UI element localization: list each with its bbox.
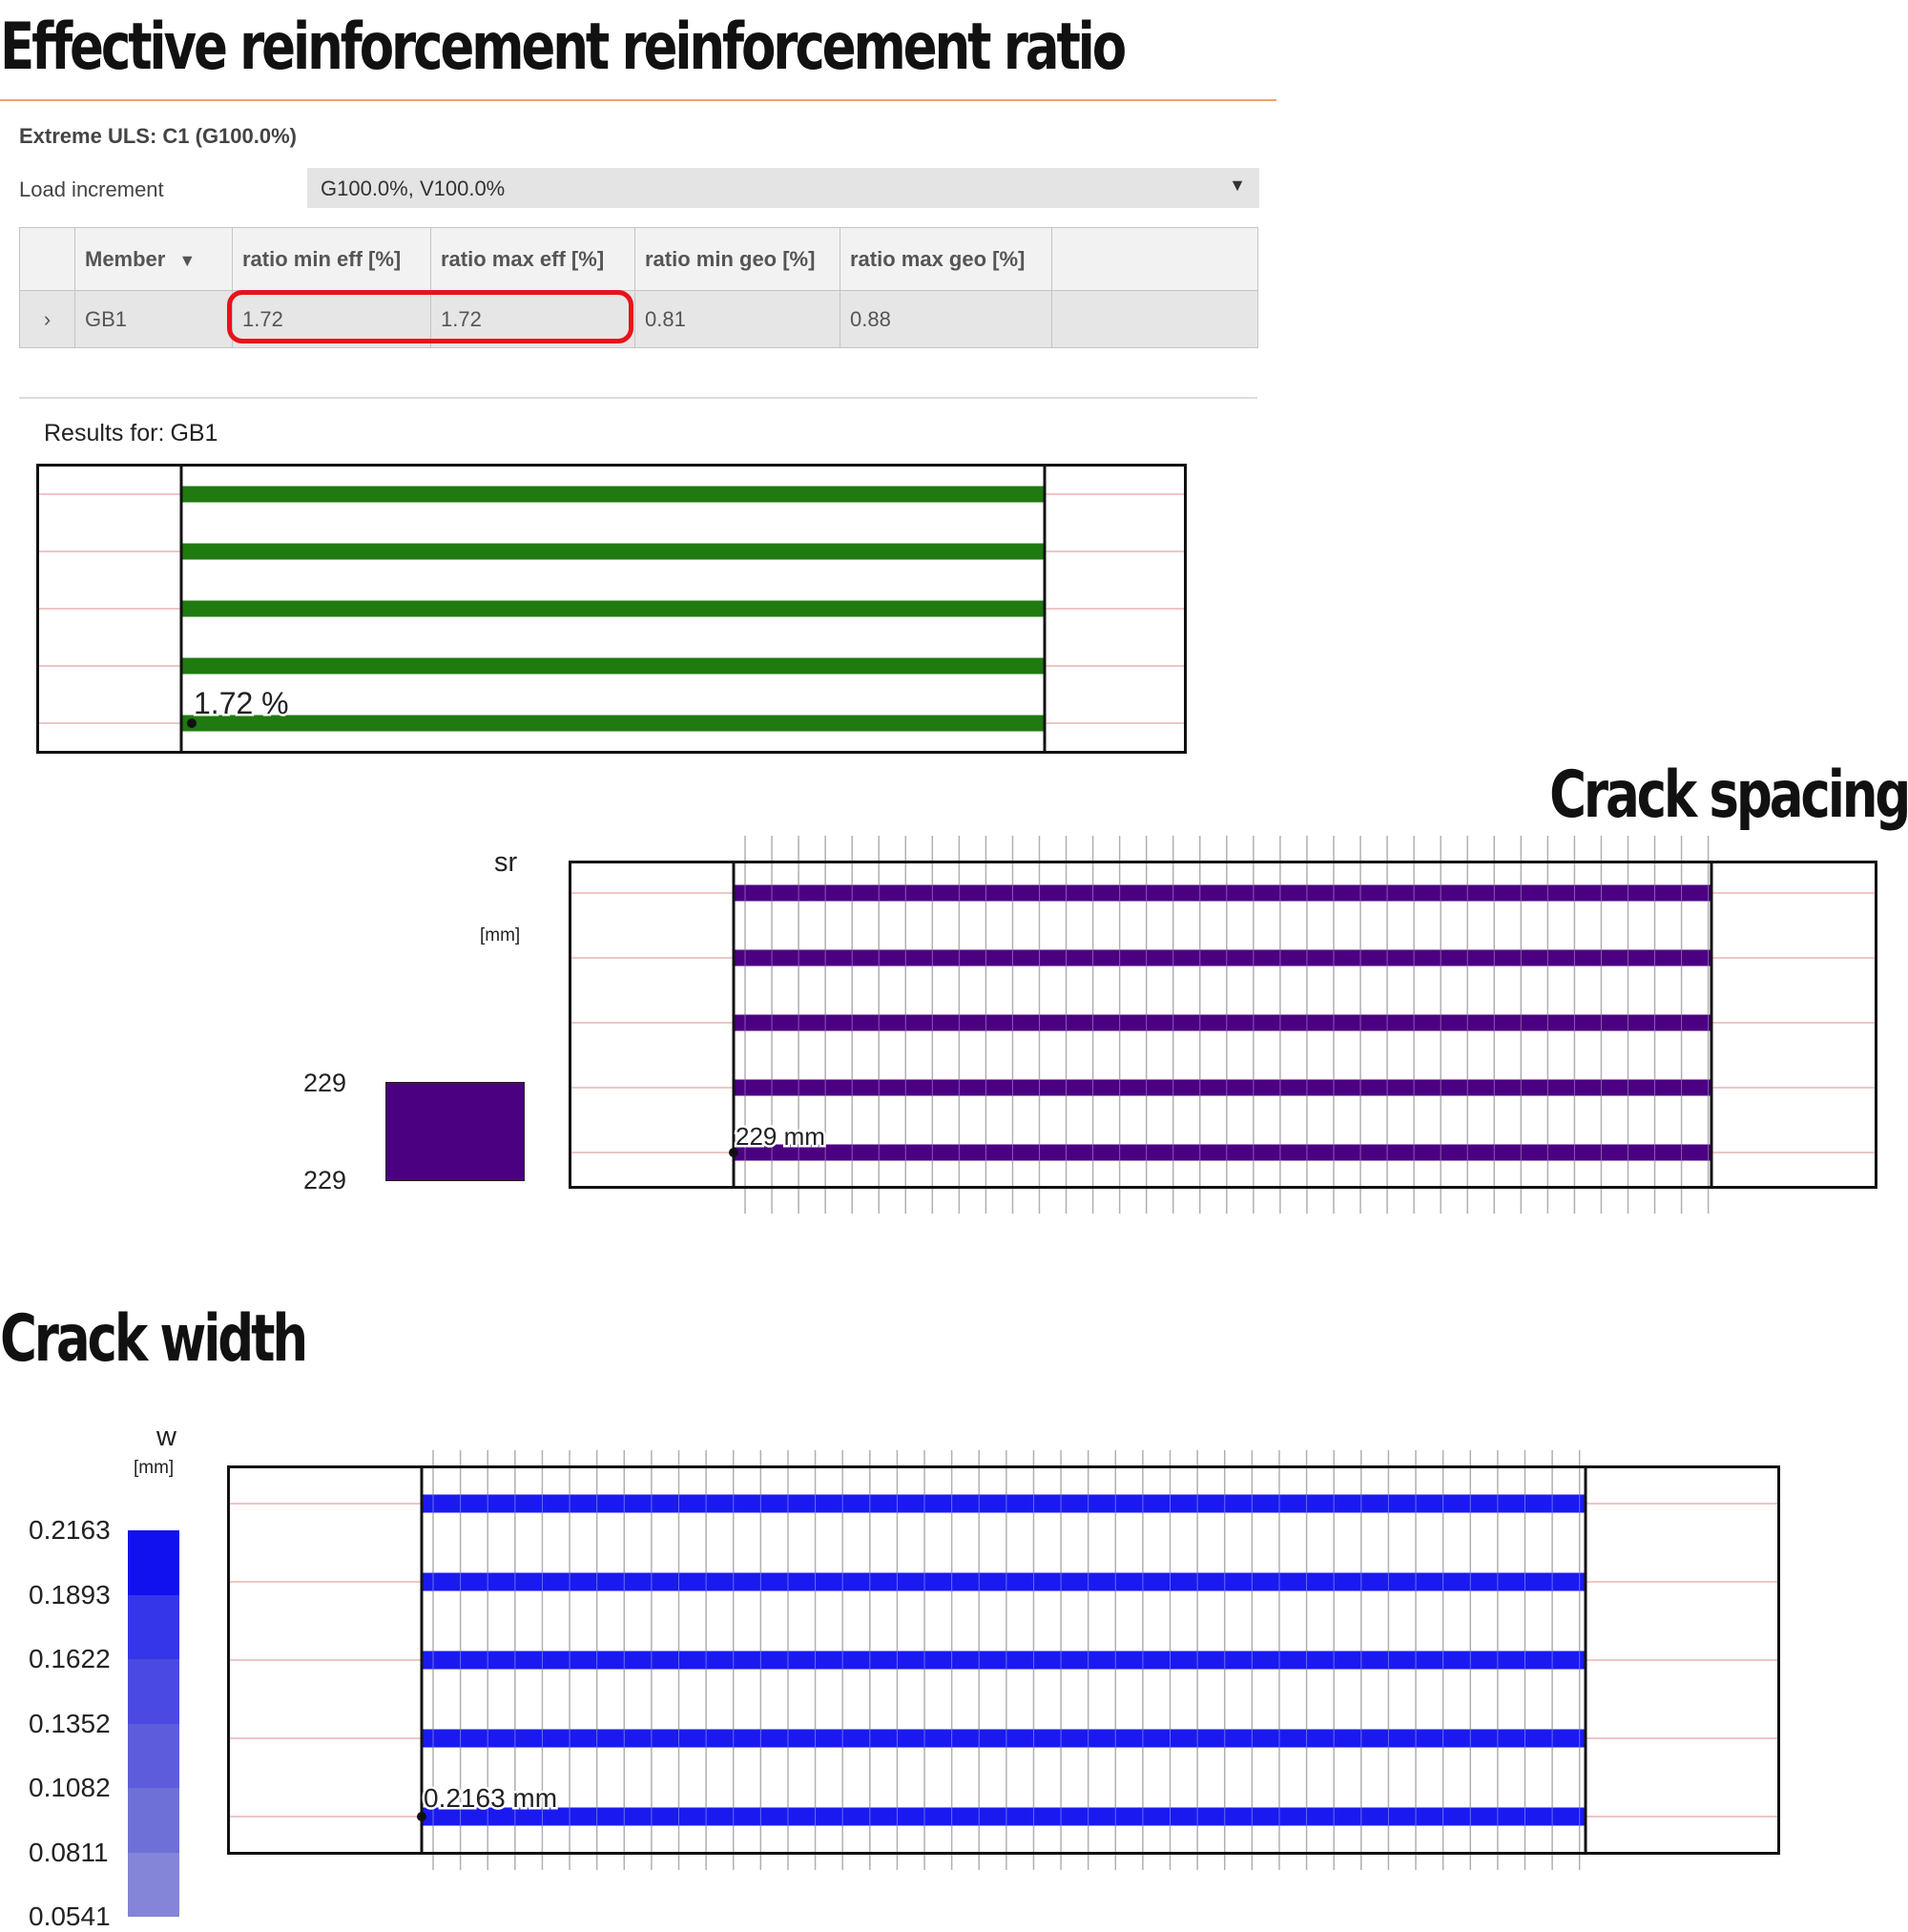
reinforcement-bar (422, 1651, 1586, 1670)
width-section-title: Crack width (0, 1301, 308, 1377)
legend-swatch (128, 1530, 179, 1595)
value-marker (417, 1812, 426, 1821)
results-for-member: GB1 (170, 420, 218, 447)
reinforcement-bar (734, 884, 1711, 902)
value-marker (729, 1148, 738, 1157)
width-diagram: 0.2163 mm (227, 1450, 1780, 1870)
spacing-legend-max: 229 (303, 1069, 347, 1097)
legend-value: 0.0811 (29, 1837, 109, 1867)
highlight-box (227, 290, 633, 343)
reinforcement-bar (734, 949, 1711, 966)
reinforcement-bar (181, 543, 1045, 560)
results-for-label: Results for: GB1 (38, 420, 218, 447)
value-marker (187, 718, 197, 728)
reinforcement-bar (734, 1079, 1711, 1096)
column-header-ratio-max-eff[interactable]: ratio max eff [%] (430, 227, 635, 291)
spacing-diagram: 229 mm (569, 836, 1877, 1214)
reinforcement-bar (181, 486, 1045, 503)
legend-value: 0.1082 (29, 1773, 111, 1802)
legend-swatch (128, 1723, 179, 1788)
ratio-diagram: 1.72 % (36, 464, 1187, 754)
legend-value: 0.1622 (29, 1644, 111, 1673)
legend-value: 0.0541 (29, 1901, 111, 1931)
legend-value: 0.2163 (29, 1515, 111, 1545)
reinforcement-bar (734, 1014, 1711, 1031)
results-table: Member ▼ ratio min eff [%] ratio max eff … (19, 227, 1258, 348)
reinforcement-bar (181, 600, 1045, 617)
column-header-ratio-min-geo[interactable]: ratio min geo [%] (634, 227, 840, 291)
ratio-section-title: Effective reinforcement reinforcement ra… (0, 10, 1127, 85)
spacing-legend-swatch (385, 1082, 525, 1181)
results-for-text: Results for: (44, 420, 165, 447)
spacing-legend-title: sr (494, 847, 518, 878)
legend-swatch (128, 1594, 179, 1659)
column-header-ratio-max-geo[interactable]: ratio max geo [%] (840, 227, 1052, 291)
triangle-down-icon[interactable]: ▼ (1229, 176, 1246, 195)
width-legend-unit: [mm] (134, 1458, 175, 1478)
value-label: 1.72 % (194, 686, 289, 720)
cell-member: GB1 (74, 290, 233, 348)
cell-ratio-max-geo: 0.88 (840, 290, 1052, 348)
legend-value: 0.1893 (29, 1579, 111, 1610)
table-header-row: Member ▼ ratio min eff [%] ratio max eff … (19, 227, 1258, 291)
width-legend-title: w (156, 1422, 176, 1452)
load-increment-dropdown[interactable]: G100.0%, V100.0% ▼ (307, 168, 1259, 208)
value-label: 229 mm (736, 1122, 825, 1151)
legend-value: 0.1352 (29, 1708, 111, 1738)
legend-swatch (128, 1659, 179, 1724)
legend-swatch (128, 1788, 179, 1853)
cell-ratio-min-geo: 0.81 (634, 290, 840, 348)
reinforcement-bar (422, 1729, 1586, 1748)
table-row[interactable]: › GB1 1.72 1.72 0.81 0.88 (19, 290, 1258, 348)
load-increment-label: Load increment (19, 177, 164, 201)
divider (19, 397, 1257, 399)
reinforcement-bar (181, 657, 1045, 675)
load-increment-value: G100.0%, V100.0% (321, 177, 506, 200)
scenario-label: Extreme ULS: C1 (G100.0%) (19, 124, 297, 148)
spacing-legend-unit: [mm] (480, 925, 521, 945)
reinforcement-bar (422, 1572, 1586, 1591)
filter-icon[interactable]: ▼ (178, 250, 197, 270)
reinforcement-bar (422, 1807, 1586, 1826)
value-label: 0.2163 mm (424, 1783, 557, 1813)
reinforcement-bar (734, 1144, 1711, 1161)
column-header-label: Member (85, 246, 166, 271)
expander-header (19, 227, 75, 291)
title-underline (0, 99, 1276, 101)
column-header-empty (1051, 227, 1258, 291)
reinforcement-bar (181, 715, 1045, 732)
column-header-member[interactable]: Member ▼ (74, 227, 233, 291)
cell-empty (1051, 290, 1258, 348)
column-header-ratio-min-eff[interactable]: ratio min eff [%] (232, 227, 431, 291)
legend-swatch (128, 1852, 179, 1917)
spacing-legend-min: 229 (303, 1166, 347, 1195)
spacing-section-title: Crack spacing (1548, 758, 1908, 833)
cell-ratio-max-eff: 1.72 (430, 290, 635, 348)
chevron-right-icon[interactable]: › (19, 290, 75, 348)
reinforcement-bar (422, 1494, 1586, 1513)
